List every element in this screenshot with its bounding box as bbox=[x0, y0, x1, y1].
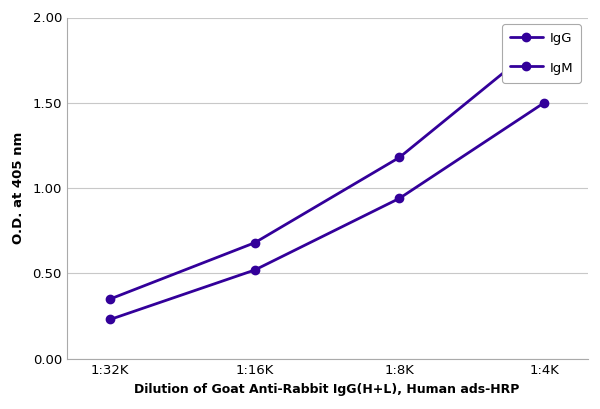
Line: IgG: IgG bbox=[106, 36, 548, 303]
IgG bbox=[251, 240, 259, 245]
Legend: IgG, IgM: IgG, IgM bbox=[502, 24, 581, 83]
Line: IgM: IgM bbox=[106, 99, 548, 324]
IgG bbox=[396, 155, 403, 160]
IgG bbox=[541, 37, 548, 42]
IgM bbox=[251, 267, 259, 272]
X-axis label: Dilution of Goat Anti-Rabbit IgG(H+L), Human ads-HRP: Dilution of Goat Anti-Rabbit IgG(H+L), H… bbox=[134, 384, 520, 396]
IgM bbox=[541, 100, 548, 105]
IgM bbox=[107, 317, 114, 322]
Y-axis label: O.D. at 405 nm: O.D. at 405 nm bbox=[13, 132, 26, 244]
IgM bbox=[396, 196, 403, 201]
IgG bbox=[107, 297, 114, 301]
